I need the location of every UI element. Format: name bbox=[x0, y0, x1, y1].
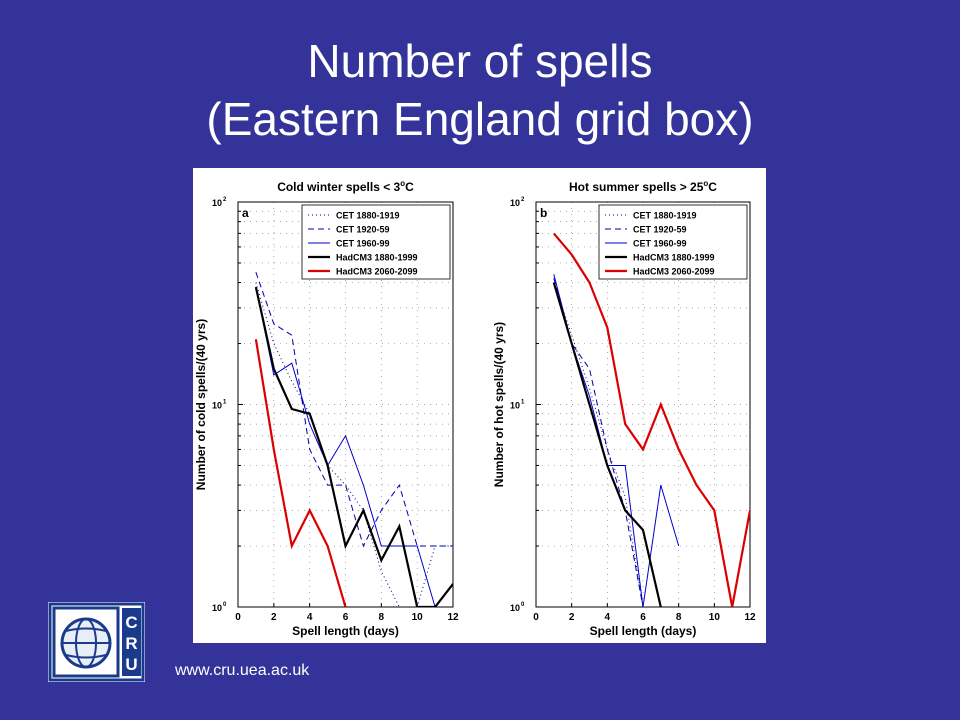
x-axis-label: Spell length (days) bbox=[590, 624, 697, 638]
panel-label: a bbox=[242, 206, 249, 220]
x-tick-label: 4 bbox=[605, 612, 611, 623]
logo-letter-u: U bbox=[125, 655, 137, 674]
x-tick-label: 2 bbox=[569, 612, 575, 623]
figure-panel: 0 2 4 6 8 10 12 10 0 10 1 10 2 Cold winter spells < 3… bbox=[193, 168, 766, 643]
series-group bbox=[254, 272, 453, 607]
x-tick-label: 12 bbox=[447, 612, 459, 623]
cru-logo: C R U bbox=[48, 602, 145, 682]
y-tick-exponent: 2 bbox=[223, 197, 227, 203]
legend-label-4: HadCM3 2060-2099 bbox=[336, 267, 418, 277]
x-tick-label: 4 bbox=[307, 612, 313, 623]
series-line-1 bbox=[255, 272, 453, 548]
x-tick-label: 10 bbox=[709, 612, 721, 623]
x-tick-label: 12 bbox=[744, 612, 756, 623]
y-tick-label: 10 bbox=[212, 198, 222, 208]
series-line-4 bbox=[552, 232, 750, 607]
website-url[interactable]: www.cru.uea.ac.uk bbox=[175, 662, 310, 679]
x-tick-label: 6 bbox=[640, 612, 646, 623]
series-line-0 bbox=[255, 282, 453, 607]
chart-title: Hot summer spells > 25oC bbox=[569, 179, 717, 194]
y-axis-label: Number of hot spells/(40 yrs) bbox=[492, 322, 506, 487]
y-axis-label: Number of cold spells/(40 yrs) bbox=[194, 319, 208, 490]
legend-label-4: HadCM3 2060-2099 bbox=[633, 267, 715, 277]
y-tick-exponent: 1 bbox=[521, 400, 525, 406]
y-tick-exponent: 0 bbox=[521, 602, 525, 608]
legend-box bbox=[598, 204, 748, 280]
series-line-2 bbox=[255, 287, 436, 607]
slide-title-line1: Number of spells bbox=[307, 35, 653, 87]
legend-label-3: HadCM3 1880-1999 bbox=[633, 253, 715, 263]
series-group bbox=[552, 232, 750, 607]
series-line-3 bbox=[254, 286, 453, 607]
legend: CET 1880-1919 CET 1920-59 CET 1960-99 HadCM… bbox=[598, 204, 748, 280]
chart-title: Cold winter spells < 3oC bbox=[277, 179, 414, 194]
x-tick-label: 6 bbox=[343, 612, 349, 623]
legend-label-2: CET 1960-99 bbox=[336, 239, 390, 249]
legend-label-1: CET 1920-59 bbox=[336, 225, 390, 235]
legend-label-0: CET 1880-1919 bbox=[336, 211, 400, 221]
legend-label-1: CET 1920-59 bbox=[633, 225, 687, 235]
legend-label-2: CET 1960-99 bbox=[633, 239, 687, 249]
slide-title-line2: (Eastern England grid box) bbox=[206, 93, 754, 145]
series-line-1 bbox=[553, 278, 644, 607]
x-tick-label: 0 bbox=[533, 612, 539, 623]
y-tick-label: 10 bbox=[510, 198, 520, 208]
legend-label-3: HadCM3 1880-1999 bbox=[336, 253, 418, 263]
slide-title: Number of spells (Eastern England grid b… bbox=[0, 32, 960, 148]
y-tick-label: 10 bbox=[510, 603, 520, 613]
legend: CET 1880-1919 CET 1920-59 CET 1960-99 HadCM… bbox=[301, 204, 451, 280]
x-axis-label: Spell length (days) bbox=[292, 624, 399, 638]
legend-box bbox=[301, 204, 451, 280]
legend-label-0: CET 1880-1919 bbox=[633, 211, 697, 221]
x-tick-label: 0 bbox=[235, 612, 241, 623]
y-tick-exponent: 0 bbox=[223, 602, 227, 608]
series-line-4 bbox=[254, 339, 347, 607]
y-tick-exponent: 2 bbox=[521, 197, 525, 203]
cru-logo-graphic: C R U bbox=[48, 602, 145, 682]
panel-label: b bbox=[540, 206, 547, 220]
x-tick-label: 10 bbox=[412, 612, 424, 623]
logo-letter-c: C bbox=[125, 613, 137, 632]
logo-letter-r: R bbox=[125, 634, 137, 653]
y-tick-label: 10 bbox=[212, 603, 222, 613]
series-line-3 bbox=[552, 282, 662, 607]
x-tick-label: 8 bbox=[379, 612, 385, 623]
x-tick-label: 2 bbox=[271, 612, 277, 623]
series-line-2 bbox=[553, 274, 680, 607]
y-tick-exponent: 1 bbox=[223, 400, 227, 406]
x-tick-label: 8 bbox=[676, 612, 682, 623]
y-tick-label: 10 bbox=[212, 401, 222, 411]
y-tick-label: 10 bbox=[510, 401, 520, 411]
